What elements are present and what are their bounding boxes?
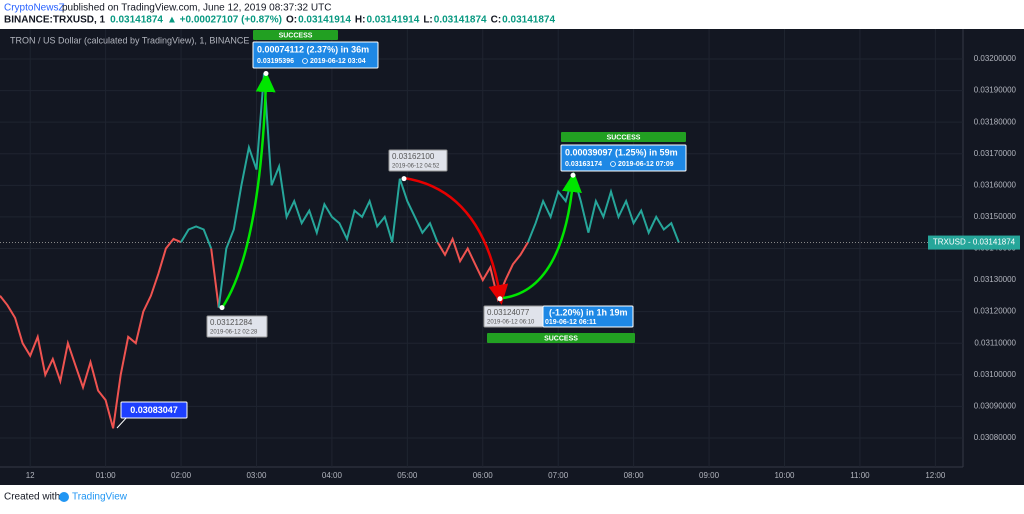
price-line [0,237,182,429]
chart-title: TRON / US Dollar (calculated by TradingV… [10,35,249,45]
x-tick-label: 01:00 [96,471,117,480]
annotation-text: 0.03083047 [130,405,178,415]
arrow [502,172,582,300]
annotation-box [206,315,268,338]
annotation-text: 0.00074112 (2.37%) in 36m [257,44,369,54]
quote-part: C: [491,15,502,26]
annotation-text: 2019-06-12 06:10 [487,320,535,326]
annotation-text: 0.03163174 [565,161,602,168]
annotation-box [542,305,634,328]
x-tick-label: 07:00 [548,471,569,480]
annotation-text: 019-06-12 06:11 [545,319,596,326]
last-price-label: TRXUSD - 0.03141874 [933,238,1016,247]
annotation-box [388,149,448,172]
plot [0,73,963,429]
x-tick-label: 10:00 [774,471,795,480]
annotation-text: 2019-06-12 03:04 [310,58,366,65]
y-tick-label: 0.03150000 [974,212,1017,221]
quote-part: O: [286,15,297,26]
annotation-text: SUCCESS [607,134,641,141]
quote-part: 0.03141874 [110,15,163,26]
clock-icon [302,58,308,64]
y-tick-label: 0.03170000 [974,149,1017,158]
x-tick-label: 09:00 [699,471,720,480]
published: published on TradingView.com, June 12, 2… [62,3,331,14]
annotation-text: (-1.20%) in 1h 19m [549,307,628,317]
arrow [220,72,276,309]
annotation-box [252,41,379,69]
annotation-box [120,401,188,419]
y-tick-label: 0.03120000 [974,307,1017,316]
annotation-text: 0.03162100 [392,152,435,161]
anchor-point [219,305,225,311]
annotation-box [560,144,687,172]
x-tick-label: 03:00 [246,471,267,480]
y-tick-label: 0.03180000 [974,117,1017,126]
quote-line: BINANCE:TRXUSD, 1 0.03141874 ▲ +0.00027107… [4,15,555,26]
footer-brand[interactable]: TradingView [72,492,128,503]
author[interactable]: CryptoNewsZ [4,3,65,14]
annotation-text: SUCCESS [544,335,578,342]
x-tick-label: 04:00 [322,471,343,480]
y-tick-label: 0.03090000 [974,401,1017,410]
annotation-box [561,132,686,142]
quote-part: 0.03141874 [434,15,487,26]
quote-part: 0.03141914 [298,15,351,26]
x-tick-label: 02:00 [171,471,192,480]
annotation-text: 0.00039097 (1.25%) in 59m [565,147,678,157]
y-tick-label: 0.03110000 [974,338,1016,347]
y-tick-label: 0.03130000 [974,275,1017,284]
y-tick-label: 0.03190000 [974,86,1017,95]
x-tick-label: 12 [26,471,35,480]
footer-created: Created with [4,492,60,503]
annotation-text: 0.03121284 [210,318,253,327]
annotations: SUCCESS 0.00074112 (2.37%) in 36m 0.031953… [116,30,687,429]
footer-bg [0,485,1024,509]
annotation-box [253,30,338,40]
annotation-box [487,333,635,343]
x-tick-label: 08:00 [624,471,645,480]
x-tick-label: 05:00 [397,471,418,480]
price-line [527,171,680,243]
y-tick-label: 0.03200000 [974,54,1017,63]
quote-part: 0.03141874 [502,15,555,26]
quote-part: BINANCE:TRXUSD, 1 [4,15,106,26]
anchor-point [497,296,503,302]
annotation-text: SUCCESS [279,32,313,39]
x-tick-label: 06:00 [473,471,494,480]
annotation-text: 2019-06-12 04:52 [392,164,440,170]
quote-part: H: [355,15,366,26]
x-tick-label: 12:00 [925,471,946,480]
quote-part: L: [423,15,432,26]
last-price-tag [928,235,1020,250]
x-tick-label: 11:00 [850,471,870,480]
logo [59,492,69,502]
quote-part: ▲ +0.00027107 (+0.87%) [167,15,282,26]
anchor-point [401,176,407,182]
annotation-text: 0.03124077 [487,308,530,317]
y-tick-label: 0.03160000 [974,180,1017,189]
annotation-text: 2019-06-12 07:09 [618,161,674,168]
annotation-text: 2019-06-12 02:28 [210,330,258,336]
anchor-point [263,71,269,77]
arrow [403,176,509,305]
quote-part: 0.03141914 [366,15,419,26]
anchor-point [570,172,576,178]
annotation-text: 0.03195396 [257,58,294,65]
price-line [217,73,439,308]
y-tick-label: 0.03100000 [974,370,1017,379]
y-tick-label: 0.03080000 [974,433,1017,442]
clock-icon [610,161,616,167]
price-line [180,225,213,249]
price-line [210,248,220,308]
price-line [436,236,529,303]
